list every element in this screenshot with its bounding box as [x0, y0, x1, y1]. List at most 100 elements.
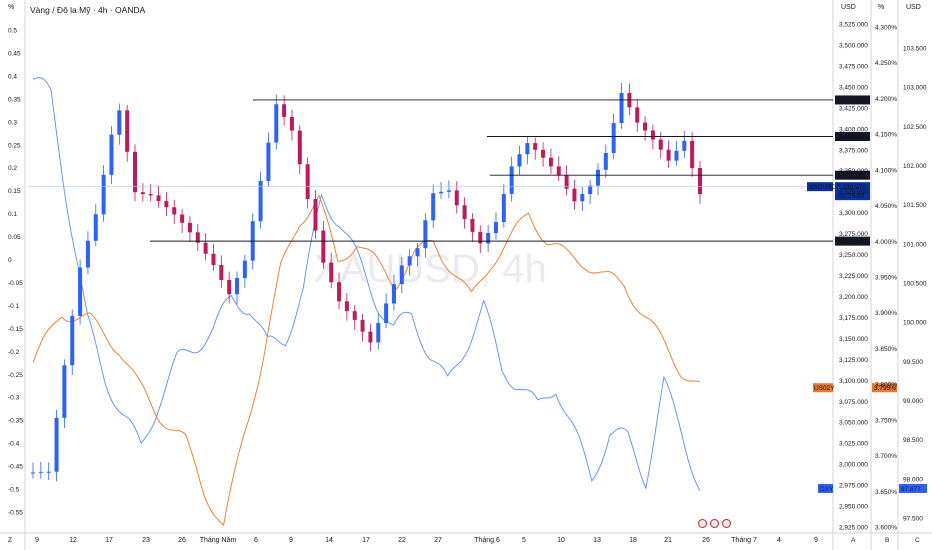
- candle-body: [493, 222, 498, 234]
- candle-body: [62, 365, 67, 418]
- candle-body: [462, 205, 467, 220]
- corner-label: B: [885, 537, 889, 544]
- candle-body: [70, 315, 75, 366]
- candle-body: [125, 110, 130, 152]
- dxy-axis-tick: 100.500: [903, 281, 927, 288]
- candle-body: [619, 93, 624, 124]
- price-axis-tick: 3,025.000: [839, 441, 868, 448]
- candle-body: [556, 166, 561, 176]
- left-axis-tick: -0.25: [8, 372, 23, 379]
- candle-body: [54, 417, 59, 472]
- candle-body: [446, 190, 451, 192]
- candle-body: [46, 471, 51, 473]
- candle-body: [454, 190, 459, 206]
- candle-body: [38, 471, 43, 473]
- left-axis-tick: 0.15: [8, 188, 21, 195]
- candle-body: [172, 207, 177, 215]
- candle-body: [344, 301, 349, 312]
- dxy-line: [32, 77, 701, 492]
- candle-body: [31, 472, 35, 474]
- x-axis-tick: Tháng Năm: [200, 537, 237, 544]
- candle-body: [329, 262, 334, 283]
- candle-body: [588, 185, 593, 195]
- pct-axis-tick: 4.100%: [875, 167, 897, 174]
- pct-axis-tick: 3.850%: [875, 346, 897, 353]
- candle-body: [391, 284, 396, 304]
- dxy-axis-tick: 101.000: [903, 241, 927, 248]
- dxy-symbol-tag: [818, 483, 833, 493]
- candle-body: [227, 280, 232, 295]
- x-axis-tick: 26: [178, 537, 186, 544]
- candle-body: [235, 278, 240, 295]
- candle-body: [541, 149, 546, 158]
- price-axis-tick: 3,250.000: [839, 252, 868, 259]
- level-price-tag: [835, 95, 870, 105]
- left-axis-tick: -0.15: [8, 326, 23, 333]
- x-axis-tick: 18: [629, 537, 637, 544]
- candle-body: [117, 110, 122, 135]
- left-axis-tick: -0.35: [8, 418, 23, 425]
- watermark-text: XAUUSD, 4h: [313, 247, 546, 291]
- left-axis-tick: -0.2: [8, 349, 20, 356]
- candle-body: [321, 230, 326, 263]
- candle-body: [603, 152, 608, 170]
- dxy-axis-unit: USD: [906, 4, 921, 11]
- left-axis-tick: 0.3: [8, 119, 17, 126]
- candle-body: [282, 104, 287, 117]
- level-price-tag: [835, 236, 870, 246]
- candle-body: [384, 303, 389, 324]
- left-axis-tick: 0.25: [8, 142, 21, 149]
- candle-body: [274, 104, 279, 143]
- price-axis-tick: 2,975.000: [839, 483, 868, 490]
- price-axis-tick: 3,375.000: [839, 147, 868, 154]
- candle-body: [203, 242, 208, 254]
- level-price-label: 3,390.806: [837, 134, 866, 141]
- candle-body: [572, 188, 577, 202]
- price-axis-tick: 3,175.000: [839, 315, 868, 322]
- candle-body: [140, 192, 145, 194]
- candle-body: [297, 130, 302, 165]
- event-icon[interactable]: [710, 519, 719, 528]
- candle-body: [595, 169, 600, 186]
- pct-axis-unit: %: [878, 4, 885, 11]
- candle-body: [698, 168, 702, 195]
- pct-axis-tick: 4.000%: [875, 239, 897, 246]
- left-axis-tick: -0.4: [8, 441, 20, 448]
- candle-body: [580, 194, 585, 202]
- dxy-axis-tick: 99.000: [903, 398, 923, 405]
- candle-body: [415, 248, 420, 257]
- candle-body: [109, 134, 114, 175]
- candle-body: [258, 180, 263, 222]
- level-price-label: 3,344.633: [837, 173, 866, 180]
- candle-body: [242, 260, 247, 279]
- pct-axis-tick: 3.800%: [875, 382, 897, 389]
- price-axis-tick: 3,525.000: [839, 22, 868, 29]
- price-axis-tick: 2,950.000: [839, 504, 868, 511]
- price-axis-tick: 3,100.000: [839, 378, 868, 385]
- candle-body: [368, 331, 373, 343]
- dxy-axis-tick: 99.500: [903, 359, 923, 366]
- x-axis-tick: 17: [105, 537, 113, 544]
- event-icon[interactable]: [722, 519, 731, 528]
- dxy-axis-tick: 97.500: [903, 516, 923, 523]
- dxy-axis-tick: 103.000: [903, 85, 927, 92]
- event-icon[interactable]: [698, 519, 707, 528]
- left-axis-tick: 0.1: [8, 211, 17, 218]
- price-axis-tick: 3,075.000: [839, 399, 868, 406]
- x-axis-tick: 17: [362, 537, 370, 544]
- dxy-axis-tick: 103.500: [903, 46, 927, 53]
- candle-body: [101, 174, 106, 215]
- corner-label: Z: [8, 537, 12, 544]
- dxy-axis-tick: 98.500: [903, 437, 923, 444]
- last-price-tag: [835, 182, 870, 201]
- candle-body: [423, 220, 428, 249]
- price-axis-tick: 3,150.000: [839, 336, 868, 343]
- pct-axis-tick: 3.700%: [875, 453, 897, 460]
- x-axis-tick: 23: [142, 537, 150, 544]
- x-axis-tick: 6: [254, 537, 258, 544]
- candle-body: [93, 214, 98, 241]
- level-price-label: 3,266.000: [837, 239, 866, 246]
- pct-axis-tick: 3.600%: [875, 525, 897, 532]
- level-price-tag: [835, 131, 870, 141]
